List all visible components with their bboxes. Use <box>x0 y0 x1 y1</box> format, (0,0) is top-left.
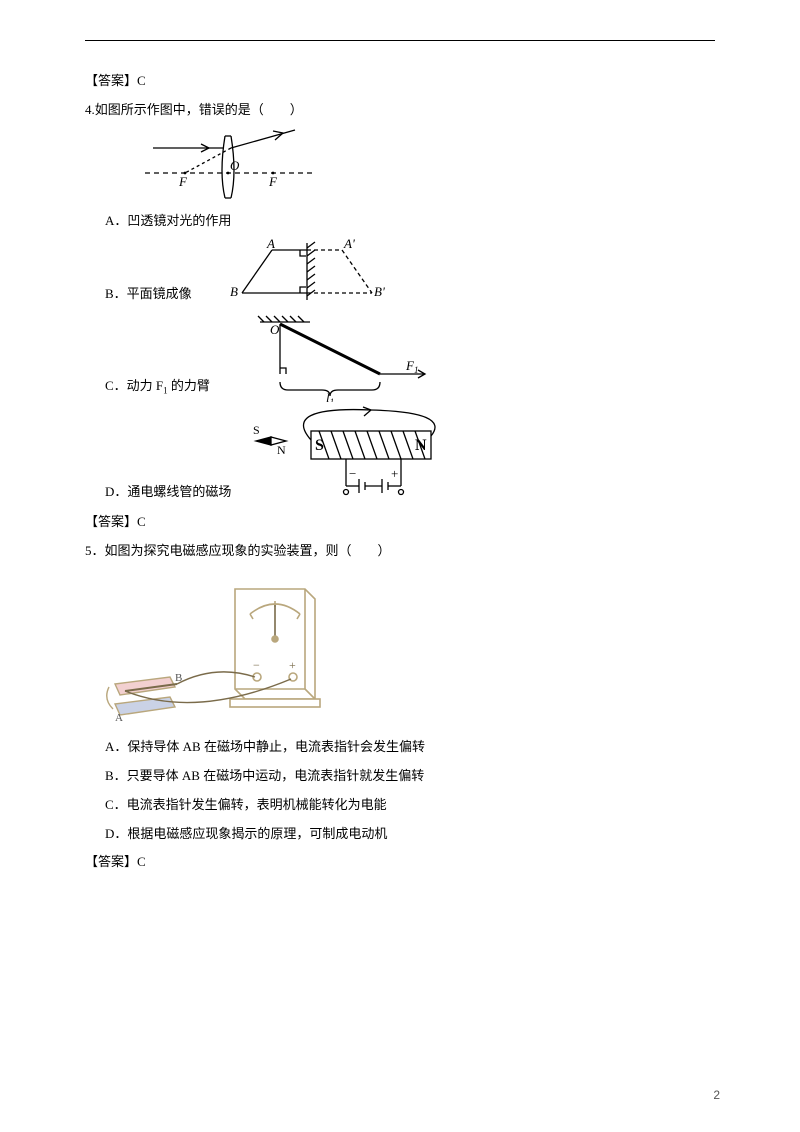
svg-text:+: + <box>391 466 398 481</box>
q5-fig: − + B A <box>105 569 715 729</box>
q4-option-a: A．凹透镜对光的作用 <box>85 209 715 234</box>
page-number: 2 <box>713 1088 720 1102</box>
q4-fig-c: O F1 l1 <box>230 312 430 402</box>
svg-text:N: N <box>415 437 427 454</box>
svg-text:B: B <box>175 672 182 684</box>
svg-text:B: B <box>230 284 238 299</box>
q4-fig-b: A A' B B' <box>212 238 402 308</box>
q4-fig-d: S N S N − + <box>251 406 461 506</box>
answer-3-label: 【答案】C <box>85 69 715 94</box>
fA-O: O <box>230 158 240 173</box>
q4-option-b: B．平面镜成像 <box>85 283 192 308</box>
q4-option-c: C．动力 F1 的力臂 <box>85 375 210 402</box>
svg-text:B': B' <box>374 284 385 299</box>
fA-F-right: F <box>268 174 278 189</box>
q5-option-b: B．只要导体 AB 在磁场中运动，电流表指针就发生偏转 <box>85 764 715 789</box>
q5-option-c: C．电流表指针发生偏转，表明机械能转化为电能 <box>85 793 715 818</box>
svg-text:A': A' <box>343 238 355 251</box>
q4-option-d: D．通电螺线管的磁场 <box>85 481 231 506</box>
svg-text:S: S <box>315 437 324 454</box>
svg-text:A: A <box>266 238 275 251</box>
svg-text:S: S <box>253 423 260 437</box>
q4-text: 4.如图所示作图中，错误的是（ ） <box>85 98 715 123</box>
svg-text:−: − <box>253 658 260 672</box>
svg-text:−: − <box>349 466 356 481</box>
q5-option-d: D．根据电磁感应现象揭示的原理，可制成电动机 <box>85 822 715 847</box>
svg-text:F1: F1 <box>405 358 418 375</box>
svg-text:O: O <box>270 322 280 337</box>
q5-text: 5．如图为探究电磁感应现象的实验装置，则（ ） <box>85 539 715 564</box>
svg-text:N: N <box>277 443 286 457</box>
fA-F-left: F <box>178 174 188 189</box>
svg-text:+: + <box>289 658 296 672</box>
q5-option-a: A．保持导体 AB 在磁场中静止，电流表指针会发生偏转 <box>85 735 715 760</box>
q4-answer: 【答案】C <box>85 510 715 535</box>
q4-fig-a: F O F <box>145 128 715 203</box>
q5-answer: 【答案】C <box>85 850 715 875</box>
svg-text:A: A <box>115 712 123 724</box>
